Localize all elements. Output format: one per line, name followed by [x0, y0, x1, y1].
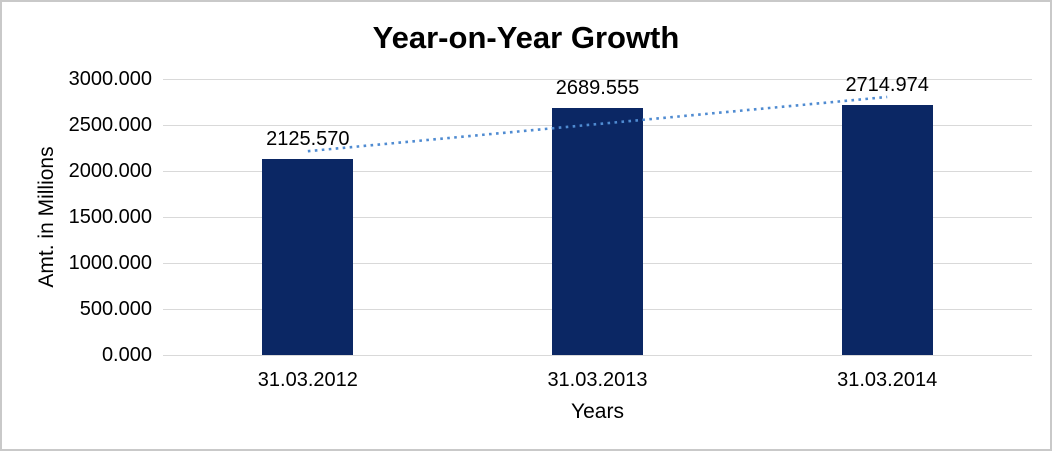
bar-value-label: 2689.555 — [555, 76, 640, 99]
trendline — [307, 95, 888, 153]
x-axis-tick-labels: 31.03.2012 31.03.2013 31.03.2014 — [163, 368, 1032, 394]
gridline — [163, 354, 1032, 356]
bar — [262, 159, 354, 355]
y-axis-tick-labels: 0.000 500.000 1000.000 1500.000 2000.000 2500… — [2, 68, 152, 366]
plot-area: 2125.570 2689.555 2714.974 — [163, 74, 1032, 356]
y-tick-label: 1000.000 — [68, 252, 152, 274]
y-tick-label: 0.000 — [101, 344, 152, 366]
bar — [841, 105, 933, 355]
x-axis-title: Years — [571, 400, 624, 423]
gridline — [163, 78, 1032, 80]
x-tick-label: 31.03.2013 — [547, 369, 648, 391]
y-tick-label: 500.000 — [79, 298, 152, 320]
x-tick-label: 31.03.2012 — [257, 369, 358, 391]
bar-value-label: 2714.974 — [845, 74, 929, 97]
bar-value-label: 2125.570 — [266, 128, 350, 151]
y-tick-label: 2500.000 — [68, 114, 152, 136]
x-tick-label: 31.03.2014 — [837, 369, 938, 391]
bar — [552, 107, 643, 355]
chart-title: Year-on-Year Growth — [372, 20, 680, 55]
y-tick-label: 2000.000 — [68, 160, 152, 182]
y-tick-label: 3000.000 — [68, 68, 152, 90]
y-tick-label: 1500.000 — [68, 206, 152, 228]
